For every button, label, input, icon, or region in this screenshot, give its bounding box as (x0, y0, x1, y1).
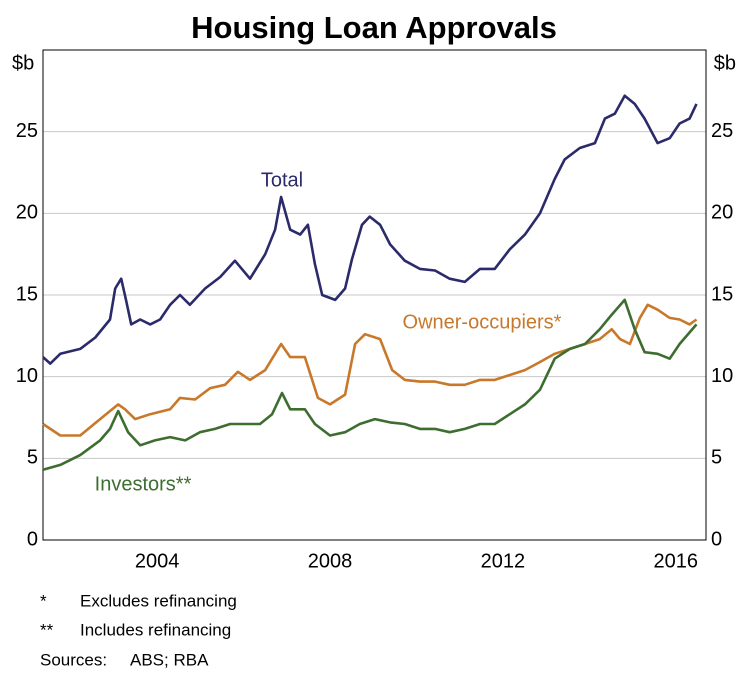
note-mark: ** (40, 620, 54, 639)
series-line (42, 303, 698, 437)
note-text: Includes refinancing (80, 620, 231, 639)
y2-tick-label: 25 (711, 120, 733, 142)
series-label: Investors** (95, 473, 192, 495)
x-tick-label: 2008 (308, 550, 353, 572)
sources-label: Sources: (40, 650, 107, 669)
x-tick-label: 2004 (135, 550, 180, 572)
x-tick-label: 2012 (481, 550, 526, 572)
series-label: Total (261, 169, 303, 191)
y2-axis-unit: $b (714, 52, 736, 74)
y2-tick-label: 15 (711, 283, 733, 305)
y-tick-label: 15 (16, 283, 38, 305)
plot-frame (42, 49, 707, 541)
series-label: Owner-occupiers* (403, 311, 562, 333)
series-line (42, 298, 698, 472)
note-text: Excludes refinancing (80, 591, 237, 610)
y-tick-label: 10 (16, 365, 38, 387)
y-tick-label: 5 (27, 447, 38, 469)
y2-tick-label: 10 (711, 365, 733, 387)
y-tick-label: 25 (16, 120, 38, 142)
series-line (42, 94, 698, 365)
note-mark: * (40, 591, 47, 610)
chart-title: Housing Loan Approvals (191, 10, 557, 45)
y2-tick-label: 0 (711, 528, 722, 550)
sources-text: ABS; RBA (130, 650, 209, 669)
y2-tick-label: 20 (711, 202, 733, 224)
y2-tick-label: 5 (711, 447, 722, 469)
x-tick-label: 2016 (653, 550, 698, 572)
y-tick-label: 0 (27, 528, 38, 550)
y-tick-label: 20 (16, 202, 38, 224)
y-axis-unit: $b (12, 52, 34, 74)
